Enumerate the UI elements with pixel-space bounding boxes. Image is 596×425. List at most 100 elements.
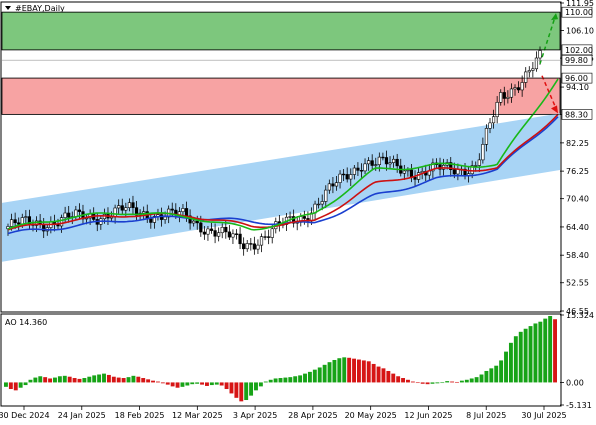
ao-bar bbox=[136, 376, 141, 383]
ao-bar bbox=[425, 382, 430, 385]
candle-body-up bbox=[245, 243, 249, 250]
ao-bar bbox=[396, 376, 401, 383]
ao-title: AO 14.360 bbox=[5, 318, 47, 327]
candle-body-down bbox=[224, 226, 228, 233]
candle-body-up bbox=[367, 160, 371, 165]
ma-fast-line bbox=[7, 78, 559, 231]
ao-bar bbox=[8, 382, 13, 390]
candle-body-up bbox=[531, 68, 535, 71]
ao-bar bbox=[146, 379, 151, 383]
candle bbox=[202, 226, 206, 240]
ao-panel-frame bbox=[0, 313, 562, 407]
ao-tick-label: 0.00 bbox=[566, 378, 584, 387]
candle bbox=[513, 84, 517, 96]
candle bbox=[131, 195, 135, 215]
ao-bar bbox=[57, 376, 62, 383]
candle bbox=[484, 124, 489, 152]
ao-bar bbox=[303, 373, 307, 383]
candle-body-up bbox=[481, 144, 485, 161]
price-tick-label: 82.25 bbox=[566, 139, 589, 148]
ao-bar bbox=[415, 382, 420, 384]
ao-bar bbox=[523, 328, 528, 383]
candle-body-down bbox=[345, 174, 349, 180]
ao-bar bbox=[293, 376, 298, 383]
candle-body-up bbox=[192, 220, 196, 224]
candle-body-up bbox=[363, 163, 367, 172]
candle-body-down bbox=[249, 243, 253, 245]
candle bbox=[317, 197, 321, 209]
ao-bar bbox=[48, 378, 53, 383]
ao-tick-label: -5.131 bbox=[566, 401, 592, 410]
candle-body-down bbox=[331, 183, 335, 187]
ao-bar bbox=[307, 371, 312, 383]
time-tick-label: 12 Jun 2025 bbox=[404, 411, 452, 420]
candle-body-up bbox=[217, 232, 221, 237]
candle-body-up bbox=[163, 216, 167, 220]
price-channel bbox=[2, 113, 560, 262]
ao-bar bbox=[131, 375, 136, 383]
candle-body-up bbox=[259, 236, 264, 246]
arrow-down-icon bbox=[551, 105, 558, 114]
ao-bar bbox=[553, 319, 557, 383]
price-tick-label: 46.55 bbox=[566, 307, 589, 316]
candle-body-up bbox=[388, 162, 392, 165]
triangle-down-icon[interactable] bbox=[5, 6, 11, 10]
ao-bar bbox=[410, 381, 415, 383]
level-tag-box bbox=[561, 72, 593, 84]
candle bbox=[356, 162, 360, 177]
ao-bar bbox=[126, 377, 131, 383]
ao-bar bbox=[180, 382, 185, 387]
candle-body-down bbox=[384, 157, 389, 165]
ao-bar bbox=[513, 336, 518, 383]
candle-body-down bbox=[149, 218, 153, 223]
ao-bar bbox=[224, 382, 229, 390]
candle bbox=[120, 198, 124, 215]
candle bbox=[24, 210, 28, 225]
price-tick-label: 70.40 bbox=[566, 195, 589, 204]
candle-body-up bbox=[374, 164, 378, 166]
ao-bar bbox=[342, 357, 347, 383]
ao-bar bbox=[494, 365, 499, 383]
candle-body-up bbox=[206, 228, 210, 235]
candle-body-down bbox=[292, 216, 296, 224]
ao-bar bbox=[200, 382, 205, 385]
candle-body-down bbox=[199, 222, 203, 233]
candle bbox=[267, 229, 271, 245]
candle-body-up bbox=[127, 202, 131, 208]
ao-bar bbox=[420, 382, 425, 384]
ao-bar bbox=[543, 318, 548, 383]
candle-body-up bbox=[152, 216, 156, 223]
time-tick-label: 12 Mar 2025 bbox=[172, 411, 223, 420]
ao-bar bbox=[479, 374, 484, 383]
candle bbox=[509, 83, 514, 103]
candle-body-up bbox=[270, 228, 274, 238]
candle-body-down bbox=[342, 173, 346, 176]
candle-body-up bbox=[63, 212, 67, 218]
ao-bar bbox=[366, 361, 371, 383]
level-tag-box bbox=[561, 6, 593, 18]
candle bbox=[349, 168, 353, 187]
ao-bar bbox=[361, 360, 366, 383]
candle-body-down bbox=[188, 215, 192, 224]
candle-body-up bbox=[231, 233, 235, 238]
candle bbox=[499, 89, 503, 106]
level-tag-label: 96.00 bbox=[565, 74, 588, 83]
ao-bar bbox=[151, 380, 155, 383]
ao-bar bbox=[327, 362, 332, 383]
candle bbox=[331, 177, 335, 194]
candle bbox=[220, 223, 224, 239]
candle-body-down bbox=[77, 209, 82, 212]
ao-bar bbox=[386, 370, 391, 383]
candle-body-down bbox=[227, 231, 231, 238]
candle bbox=[388, 156, 392, 170]
candle-body-down bbox=[184, 208, 189, 217]
ao-bar bbox=[234, 382, 239, 398]
candle-body-up bbox=[320, 201, 324, 205]
ao-tick-label: 15.324 bbox=[566, 311, 594, 320]
candle-body-up bbox=[220, 226, 224, 234]
candle-body-up bbox=[352, 167, 356, 175]
ao-bar bbox=[77, 378, 82, 383]
time-axis: 30 Dec 2024 24 Jan 2025 18 Feb 2025 12 Mar … bbox=[0, 406, 567, 420]
candle bbox=[392, 155, 396, 168]
price-tick-label: 52.55 bbox=[566, 279, 589, 288]
